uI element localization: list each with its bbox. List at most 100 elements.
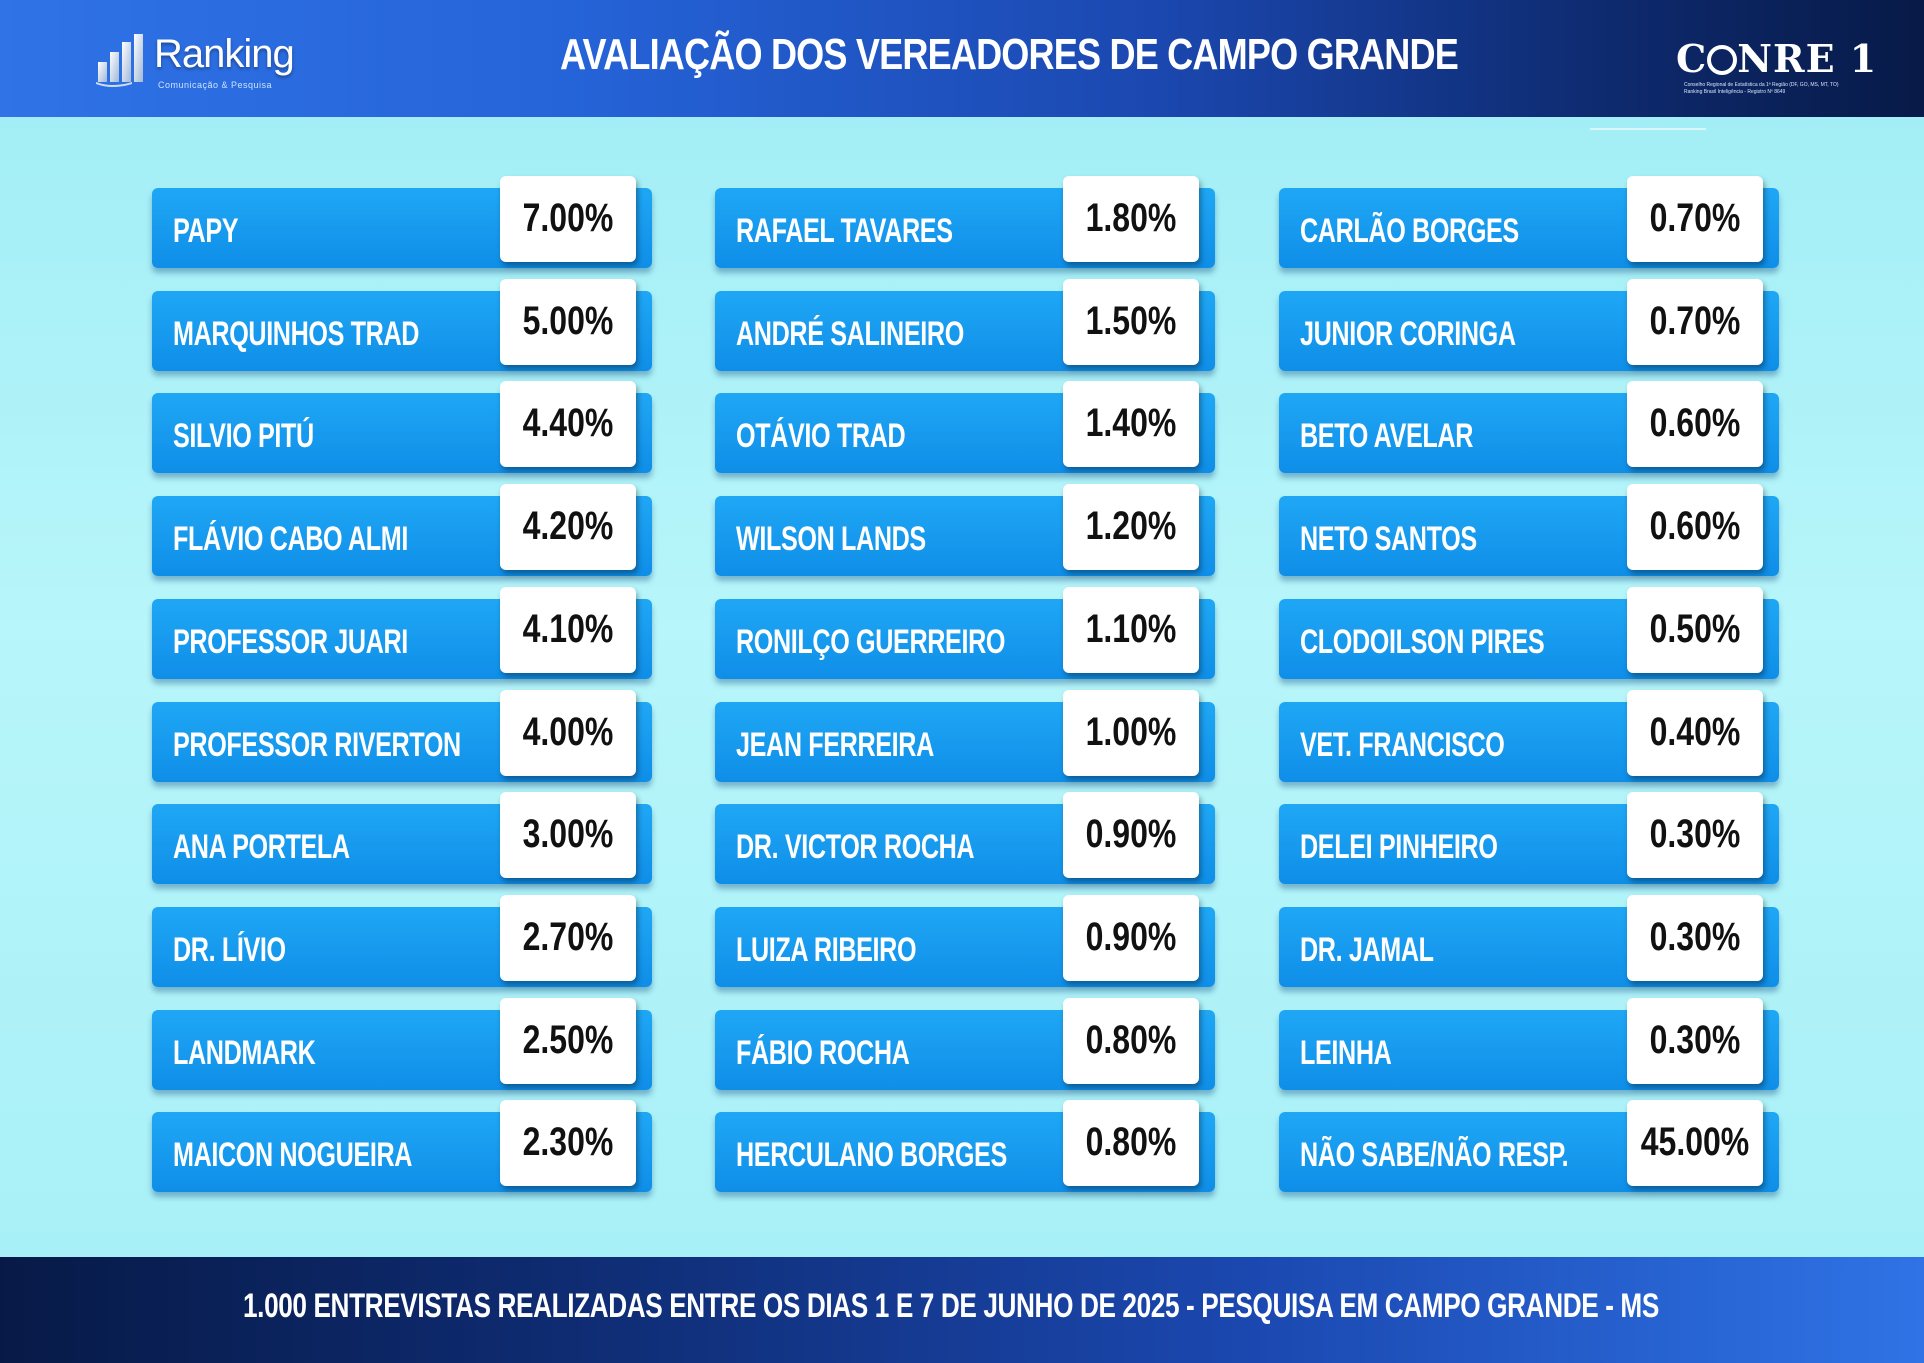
table-row: NETO SANTOS 0.60% [1279, 484, 1779, 588]
candidate-name: FLÁVIO CABO ALMI [173, 520, 408, 559]
percent-value: 1.40% [1085, 401, 1177, 446]
percent-box: 0.50% [1627, 586, 1763, 673]
percent-value: 1.50% [1085, 298, 1177, 343]
percent-value: 0.30% [1649, 812, 1741, 857]
table-row: ANA PORTELA 3.00% [152, 792, 652, 896]
percent-box: 1.80% [1063, 176, 1199, 262]
footer-banner: 1.000 ENTREVISTAS REALIZADAS ENTRE OS DI… [0, 1257, 1924, 1363]
ranking-logo-name: Ranking [154, 32, 295, 76]
percent-box: 4.40% [500, 381, 636, 468]
candidate-name: CARLÃO BORGES [1300, 212, 1519, 250]
table-row: MAICON NOGUEIRA 2.30% [152, 1100, 652, 1204]
percent-value: 0.60% [1649, 401, 1741, 446]
percent-box: 0.70% [1627, 176, 1763, 262]
conre-logo-tagline: Conselho Regional de Estatística da 1ª R… [1684, 82, 1839, 96]
percent-value: 0.70% [1649, 196, 1741, 240]
table-row: ANDRÉ SALINEIRO 1.50% [715, 278, 1215, 383]
candidate-name: MARQUINHOS TRAD [173, 314, 420, 353]
percent-value: 2.70% [522, 914, 614, 959]
conre-logo-letter: C [1676, 36, 1708, 81]
percent-value: 4.20% [522, 504, 614, 549]
percent-value: 5.00% [522, 298, 614, 343]
table-row: SILVIO PITÚ 4.40% [152, 381, 652, 485]
candidate-name: LANDMARK [173, 1033, 316, 1072]
percent-box: 45.00% [1627, 1100, 1763, 1187]
percent-value: 4.10% [522, 606, 614, 651]
candidate-name: DR. LÍVIO [173, 930, 286, 969]
candidate-name: NÃO SABE/NÃO RESP. [1300, 1136, 1569, 1175]
percent-box: 4.10% [500, 586, 636, 673]
candidate-name: ANDRÉ SALINEIRO [736, 314, 964, 353]
conre-tagline-2: Ranking Brasil Inteligência - Registro N… [1684, 89, 1786, 95]
ranking-logo: Ranking Comunicação & Pesquisa [92, 26, 302, 92]
percent-box: 1.20% [1063, 484, 1199, 571]
candidate-name: VET. FRANCISCO [1300, 725, 1505, 764]
table-row: PAPY 7.00% [152, 176, 652, 280]
candidate-name: HERCULANO BORGES [736, 1136, 1007, 1175]
table-row: MARQUINHOS TRAD 5.00% [152, 278, 652, 383]
percent-box: 0.60% [1627, 484, 1763, 571]
table-row: NÃO SABE/NÃO RESP. 45.00% [1279, 1100, 1779, 1204]
table-row: FLÁVIO CABO ALMI 4.20% [152, 484, 652, 588]
percent-value: 45.00% [1640, 1120, 1750, 1165]
percent-value: 0.80% [1085, 1120, 1177, 1165]
percent-value: 0.80% [1085, 1017, 1177, 1062]
candidate-name: BETO AVELAR [1300, 417, 1473, 456]
percent-box: 3.00% [500, 792, 636, 879]
percent-box: 1.50% [1063, 278, 1199, 365]
candidate-name: LUIZA RIBEIRO [736, 930, 917, 969]
conre-logo-suffix: NRE 1 [1737, 36, 1878, 81]
percent-box: 4.00% [500, 689, 636, 776]
candidate-name: DR. JAMAL [1300, 930, 1434, 969]
header-banner: Ranking Comunicação & Pesquisa AVALIAÇÃO… [0, 0, 1924, 130]
percent-value: 4.00% [522, 709, 614, 754]
percent-box: 2.50% [500, 997, 636, 1084]
table-row: VET. FRANCISCO 0.40% [1279, 689, 1779, 794]
table-row: CARLÃO BORGES 0.70% [1279, 176, 1779, 280]
candidate-name: PROFESSOR JUARI [173, 622, 408, 661]
table-row: JUNIOR CORINGA 0.70% [1279, 278, 1779, 383]
ranking-logo-tagline: Comunicação & Pesquisa [158, 80, 273, 90]
table-row: RAFAEL TAVARES 1.80% [715, 176, 1215, 280]
percent-value: 0.90% [1085, 914, 1177, 959]
table-row: PROFESSOR RIVERTON 4.00% [152, 689, 652, 794]
candidate-name: LEINHA [1300, 1033, 1392, 1072]
candidate-name: RONILÇO GUERREIRO [736, 622, 1006, 661]
table-row: DR. LÍVIO 2.70% [152, 894, 652, 999]
percent-value: 3.00% [522, 812, 614, 857]
percent-box: 5.00% [500, 278, 636, 365]
percent-box: 2.70% [500, 894, 636, 981]
percent-value: 0.40% [1649, 709, 1741, 754]
percent-value: 4.40% [522, 401, 614, 446]
candidate-name: CLODOILSON PIRES [1300, 622, 1545, 661]
percent-box: 0.30% [1627, 997, 1763, 1084]
percent-value: 0.60% [1649, 504, 1741, 549]
candidate-name: ANA PORTELA [173, 828, 350, 867]
table-row: CLODOILSON PIRES 0.50% [1279, 586, 1779, 691]
table-row: DR. JAMAL 0.30% [1279, 894, 1779, 999]
percent-box: 0.30% [1627, 894, 1763, 981]
candidate-name: WILSON LANDS [736, 520, 926, 559]
page-title: AVALIAÇÃO DOS VEREADORES DE CAMPO GRANDE [560, 30, 1459, 79]
percent-box: 0.70% [1627, 278, 1763, 365]
table-row: PROFESSOR JUARI 4.10% [152, 586, 652, 691]
percent-box: 4.20% [500, 484, 636, 571]
table-row: HERCULANO BORGES 0.80% [715, 1100, 1215, 1204]
candidate-name: JUNIOR CORINGA [1300, 314, 1516, 353]
percent-box: 7.00% [500, 176, 636, 262]
percent-value: 2.30% [522, 1120, 614, 1165]
percent-value: 1.80% [1085, 196, 1177, 240]
header-divider-line [1590, 128, 1706, 130]
candidate-name: SILVIO PITÚ [173, 417, 314, 456]
table-row: BETO AVELAR 0.60% [1279, 381, 1779, 485]
table-row: RONILÇO GUERREIRO 1.10% [715, 586, 1215, 691]
percent-box: 0.90% [1063, 894, 1199, 981]
candidate-name: FÁBIO ROCHA [736, 1033, 910, 1072]
percent-value: 0.30% [1649, 914, 1741, 959]
percent-box: 0.80% [1063, 997, 1199, 1084]
percent-value: 0.70% [1649, 298, 1741, 343]
table-row: JEAN FERREIRA 1.00% [715, 689, 1215, 794]
candidate-name: PAPY [173, 212, 239, 250]
percent-value: 0.90% [1085, 812, 1177, 857]
percent-value: 0.30% [1649, 1017, 1741, 1062]
